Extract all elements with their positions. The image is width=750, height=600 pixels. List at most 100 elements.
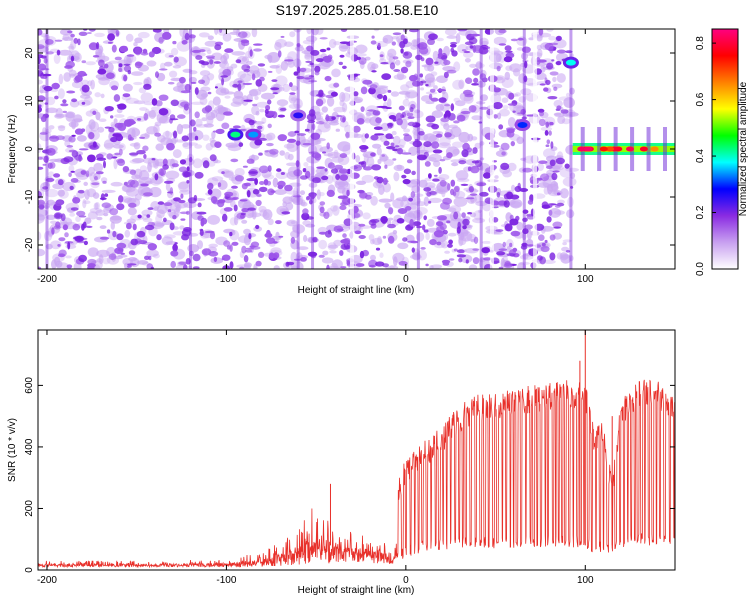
speckle <box>234 175 245 182</box>
speckle <box>178 181 191 193</box>
speckle <box>396 164 403 170</box>
speckle <box>418 134 429 141</box>
speckle <box>403 29 408 33</box>
speckle <box>38 199 45 206</box>
speckle <box>116 242 127 249</box>
speckle <box>442 229 448 235</box>
speckle <box>241 183 248 190</box>
speckle <box>436 37 444 42</box>
speckle <box>304 52 312 59</box>
speckle <box>106 229 111 234</box>
heatmap-blob-core <box>517 122 528 128</box>
speckle <box>140 183 149 187</box>
speckle <box>277 50 282 58</box>
speckle <box>78 148 89 151</box>
speckle <box>162 164 169 170</box>
speckle <box>202 160 210 169</box>
speckle <box>123 197 137 204</box>
speckle <box>38 231 42 241</box>
speckle <box>520 244 528 250</box>
speckle <box>199 228 204 237</box>
speckle <box>174 202 188 209</box>
speckle <box>96 157 107 161</box>
speckle <box>446 69 457 74</box>
speckle <box>156 209 165 219</box>
speckle <box>397 242 409 250</box>
speckle <box>383 180 389 183</box>
speckle <box>439 136 451 147</box>
speckle <box>510 230 521 237</box>
speckle <box>233 139 242 144</box>
speckle <box>151 158 156 161</box>
speckle <box>501 77 514 89</box>
speckle <box>543 148 556 159</box>
speckle <box>512 110 516 113</box>
speckle <box>412 140 423 148</box>
speckle <box>63 72 71 82</box>
speckle <box>274 189 287 195</box>
speckle <box>207 91 212 95</box>
speckle <box>423 229 429 233</box>
speckle <box>220 88 227 94</box>
speckle-streak <box>479 29 483 269</box>
speckle <box>286 162 298 167</box>
speckle <box>135 62 144 66</box>
colorbar-label: Normalized spectral amplitude <box>738 81 749 216</box>
speckle <box>285 202 294 211</box>
speckle <box>268 252 275 260</box>
speckle <box>538 29 544 36</box>
speckle <box>334 164 343 170</box>
speckle <box>114 247 124 254</box>
speckle <box>209 231 216 240</box>
speckle <box>498 43 507 46</box>
speckle <box>428 153 442 163</box>
speckle <box>42 163 47 166</box>
speckle <box>123 181 128 186</box>
speckle <box>303 234 308 243</box>
speckle <box>493 36 507 46</box>
spectrogram-y-label: Frequency (Hz) <box>7 115 18 184</box>
speckle <box>112 144 124 149</box>
speckle <box>427 38 435 45</box>
speckle <box>379 252 384 258</box>
speckle <box>382 263 389 268</box>
speckle <box>304 54 313 61</box>
speckle <box>209 188 222 199</box>
speckle <box>206 182 214 190</box>
speckle <box>425 101 435 105</box>
speckle <box>202 134 210 141</box>
speckle <box>132 158 145 163</box>
speckle <box>410 44 418 50</box>
speckle <box>283 143 295 149</box>
speckle <box>409 107 414 113</box>
snr-frame <box>37 329 676 571</box>
speckle <box>273 265 280 269</box>
speckle <box>336 114 343 118</box>
speckle <box>360 106 365 112</box>
speckle <box>85 170 90 178</box>
speckle <box>544 130 549 136</box>
speckle <box>142 217 153 223</box>
speckle <box>306 196 310 201</box>
speckle <box>211 176 224 182</box>
speckle <box>327 265 340 269</box>
speckle <box>246 178 257 182</box>
speckle <box>439 159 446 162</box>
speckle <box>273 252 280 259</box>
speckle <box>92 110 97 116</box>
speckle <box>405 89 418 99</box>
speckle <box>308 151 319 154</box>
speckle <box>407 121 416 127</box>
speckle <box>81 79 89 86</box>
speckle <box>494 175 499 179</box>
speckle <box>147 243 157 251</box>
snr-panel: -200 -100 0 100 0 200 400 600 Height of straig… <box>7 329 676 596</box>
speckle <box>360 86 368 95</box>
speckle <box>409 219 414 227</box>
speckle <box>275 220 282 225</box>
speckle <box>364 115 372 122</box>
speckle <box>278 86 285 92</box>
speckle <box>258 152 263 156</box>
speckle <box>128 202 137 208</box>
speckle <box>539 83 546 86</box>
